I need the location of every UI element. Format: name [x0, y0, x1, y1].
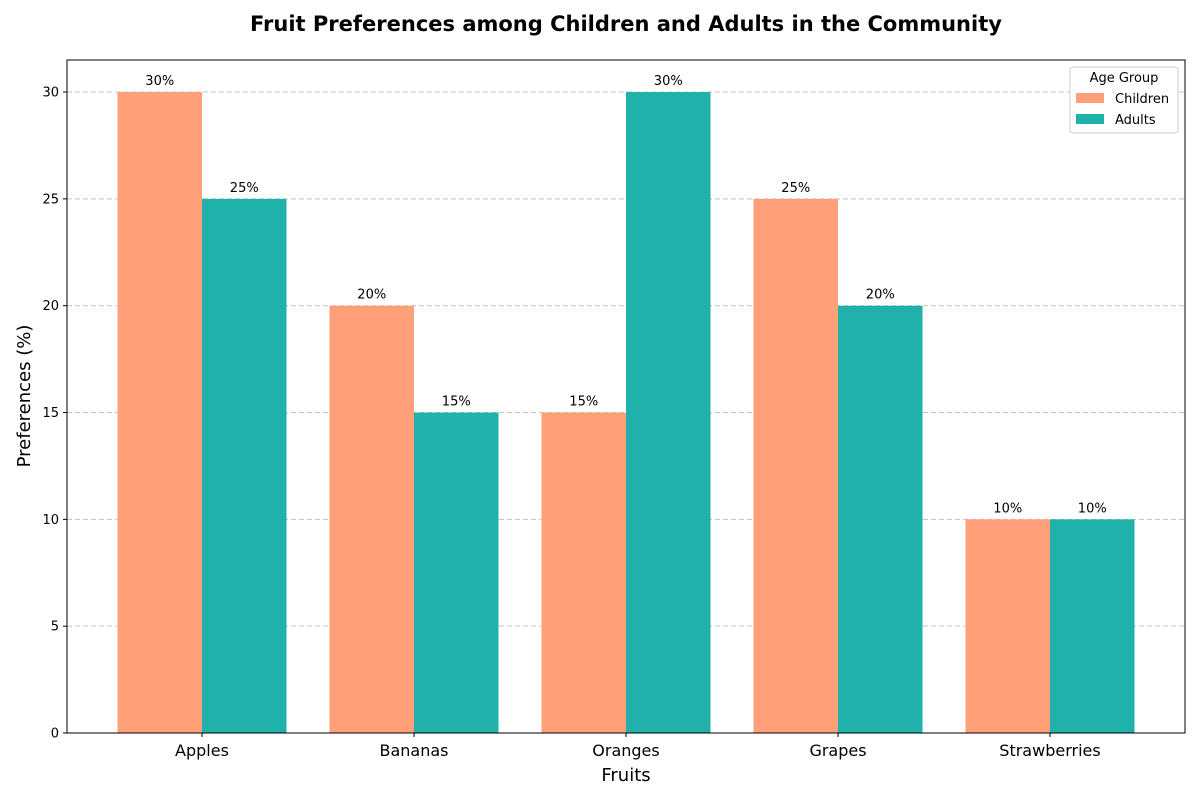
legend-swatch-adults: [1076, 114, 1104, 124]
y-tick-label: 25: [42, 192, 59, 207]
bar-children-bananas: [329, 305, 414, 733]
legend: Age Group Children Adults: [1069, 66, 1179, 134]
bar-value-labels: 30% 20% 15% 25% 10% 25% 15% 30% 20% 10%: [145, 74, 1106, 516]
bar-value-label: 10%: [1078, 501, 1107, 516]
legend-swatch-children: [1076, 93, 1104, 103]
y-tick-label: 5: [51, 620, 59, 635]
legend-label-children: Children: [1115, 92, 1169, 107]
bar-value-label: 20%: [357, 288, 386, 303]
bar-adults-grapes: [838, 305, 923, 733]
x-tick-label: Strawberries: [999, 741, 1100, 760]
y-tick-label: 30: [42, 86, 59, 101]
y-axis-label: Preferences (%): [14, 325, 35, 468]
legend-label-adults: Adults: [1115, 113, 1156, 128]
bar-value-label: 20%: [866, 288, 895, 303]
bar-value-label: 25%: [781, 181, 810, 196]
bar-value-label: 15%: [569, 395, 598, 410]
legend-items: Children Adults: [1076, 92, 1169, 128]
bar-adults-bananas: [414, 412, 499, 733]
chart-title: Fruit Preferences among Children and Adu…: [250, 12, 1002, 36]
x-axis-ticks: Apples Bananas Oranges Grapes Strawberries: [175, 733, 1101, 760]
bar-adults-oranges: [626, 92, 711, 734]
x-axis-label: Fruits: [601, 765, 650, 786]
y-tick-label: 0: [51, 727, 59, 742]
bar-value-label: 10%: [993, 501, 1022, 516]
bar-value-label: 30%: [145, 74, 174, 89]
bar-value-label: 25%: [230, 181, 259, 196]
bar-value-label: 30%: [654, 74, 683, 89]
y-tick-label: 10: [42, 513, 59, 528]
y-tick-label: 20: [42, 299, 59, 314]
y-tick-label: 15: [42, 406, 59, 421]
bar-children-strawberries: [965, 519, 1050, 733]
x-tick-label: Oranges: [592, 741, 659, 760]
bar-children-oranges: [541, 412, 626, 733]
bars: [117, 92, 1135, 734]
bar-value-label: 15%: [442, 395, 471, 410]
legend-title: Age Group: [1090, 71, 1159, 86]
bar-adults-strawberries: [1050, 519, 1135, 733]
x-tick-label: Apples: [175, 741, 229, 760]
bar-adults-apples: [202, 198, 287, 733]
bar-children-apples: [117, 92, 202, 734]
y-axis-ticks: 0 5 10 15 20 25 30: [42, 86, 67, 742]
x-tick-label: Grapes: [809, 741, 866, 760]
x-tick-label: Bananas: [379, 741, 448, 760]
bar-children-grapes: [753, 198, 838, 733]
